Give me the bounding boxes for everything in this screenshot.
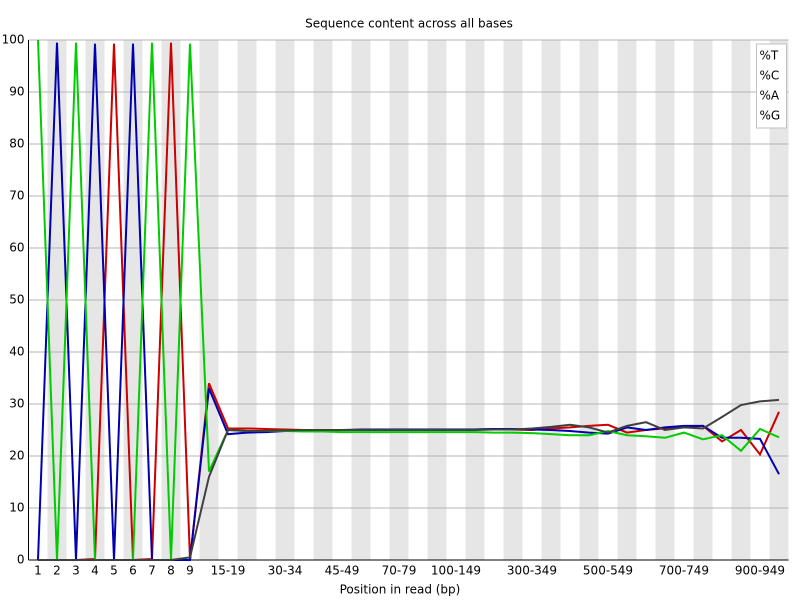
chart-title: Sequence content across all bases bbox=[305, 17, 513, 31]
y-tick-label: 30 bbox=[9, 397, 24, 411]
x-tick-label: 8 bbox=[167, 564, 175, 578]
legend-entry: %C bbox=[760, 69, 780, 83]
x-tick-label: 4 bbox=[91, 564, 99, 578]
y-tick-label: 0 bbox=[17, 553, 25, 567]
x-tick-label: 300-349 bbox=[507, 564, 557, 578]
x-tick-label: 7 bbox=[148, 564, 156, 578]
x-tick-label: 70-79 bbox=[382, 564, 417, 578]
legend-box bbox=[756, 43, 787, 129]
y-tick-label: 80 bbox=[9, 137, 24, 151]
y-tick-label: 100 bbox=[2, 33, 25, 47]
y-tick-label: 40 bbox=[9, 345, 24, 359]
x-axis-label: Position in read (bp) bbox=[340, 583, 461, 597]
x-tick-label: 700-749 bbox=[659, 564, 709, 578]
x-tick-label: 500-549 bbox=[583, 564, 633, 578]
x-tick-label: 1 bbox=[34, 564, 42, 578]
series-line bbox=[37, 39, 780, 561]
x-tick-label: 900-949 bbox=[735, 564, 785, 578]
x-tick-label: 3 bbox=[72, 564, 80, 578]
x-tick-label: 5 bbox=[110, 564, 118, 578]
legend-entry: %A bbox=[760, 89, 780, 103]
series-line bbox=[38, 398, 780, 561]
y-tick-label: 50 bbox=[9, 293, 24, 307]
x-tick-label: 45-49 bbox=[325, 564, 360, 578]
y-tick-label: 10 bbox=[9, 501, 24, 515]
legend-entry: %G bbox=[760, 109, 781, 123]
x-tick-label: 6 bbox=[129, 564, 137, 578]
y-tick-label: 90 bbox=[9, 85, 24, 99]
legend-entry: %T bbox=[760, 49, 779, 63]
y-tick-label: 60 bbox=[9, 241, 24, 255]
x-tick-label: 30-34 bbox=[268, 564, 303, 578]
x-tick-label: 15-19 bbox=[211, 564, 246, 578]
y-tick-label: 20 bbox=[9, 449, 24, 463]
x-tick-label: 2 bbox=[53, 564, 61, 578]
x-tick-label: 100-149 bbox=[431, 564, 481, 578]
x-tick-label: 9 bbox=[186, 564, 194, 578]
y-tick-label: 70 bbox=[9, 189, 24, 203]
